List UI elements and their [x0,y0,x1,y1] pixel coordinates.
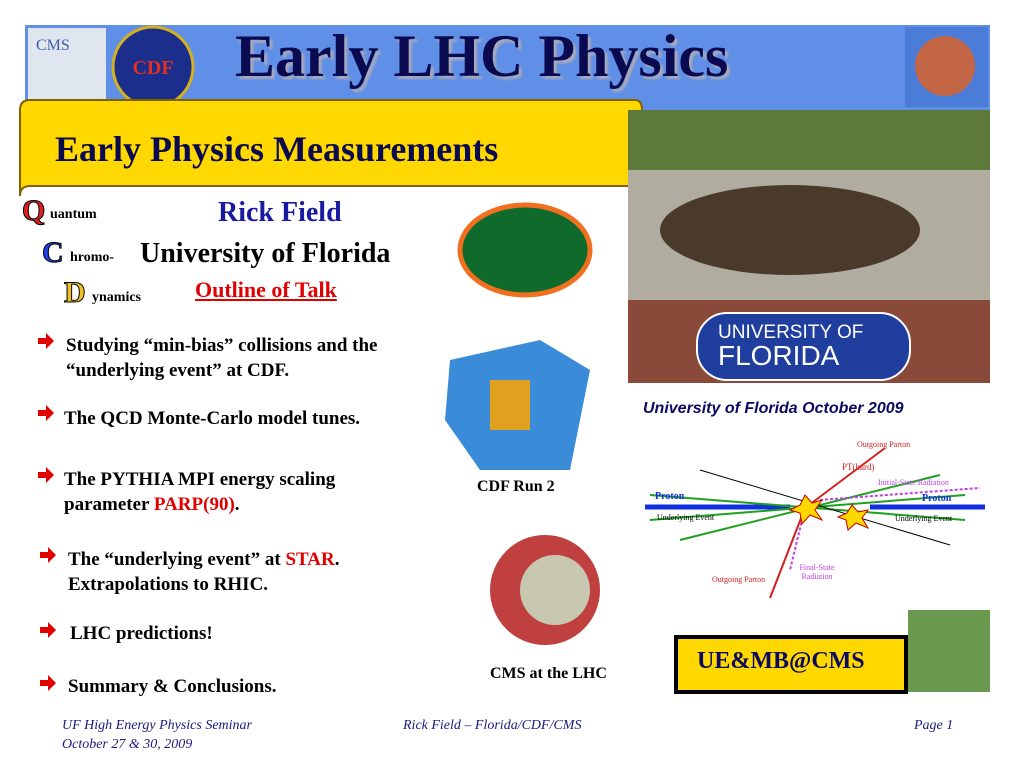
diagram-label: Proton [922,493,952,504]
bullet-highlight: STAR [285,549,335,570]
badge-box [674,635,908,694]
diagram-label: Outgoing Parton [857,440,911,449]
subtitle: Early Physics Measurements [55,129,499,169]
diagram-label: Underlying Event [657,513,715,522]
diagram-label: Outgoing Parton [712,575,766,584]
bullet-text: The “underlying event” at [68,549,286,570]
bullet-text: . [334,549,340,570]
bullet-text: The PYTHIA MPI energy scaling parameter [64,469,336,515]
cdf-caption: CDF Run 2 [477,478,555,495]
diagram-label: Proton [655,491,685,502]
cms-caption: CMS at the LHC [490,665,607,682]
collision-diagram [645,447,985,599]
bullet: Studying “min-bias” collisions and the “… [66,335,378,381]
cdf-logo-text: CDF [132,57,173,79]
bullet: The QCD Monte-Carlo model tunes. [64,408,361,429]
author-name: Rick Field [218,197,342,228]
diagram-label: Final-State Radiation [799,563,835,581]
uf-logo-shape [915,36,975,96]
photo-caption: University of Florida October 2009 [643,400,904,417]
qcd-chromo: hromo- [70,250,115,265]
uf-badge-line2: FLORIDA [718,340,840,371]
arrows [38,333,56,691]
affiliation: University of Florida [140,238,391,269]
photo-grass [628,110,990,170]
outline-link: Outline of Talk [195,277,337,302]
d-icon: D [64,276,86,309]
footer-seminar: UF High Energy Physics Seminar [62,718,252,733]
diagram-label: Initial-State Radiation [878,478,949,487]
uf-badge-line1: UNIVERSITY OF [718,322,864,343]
photo-gator [660,185,920,275]
bullet-highlight: PARP(90) [153,494,235,515]
qcd-icons: Q C D [22,194,87,310]
bullet-text: Extrapolations to RHIC. [68,574,269,595]
bullet: The “underlying event” at STAR. Extrapola… [68,547,339,597]
cms-detector [490,535,600,645]
bullet: The PYTHIA MPI energy scaling parameter … [64,467,404,517]
gator-logo [457,202,593,298]
footer-page: Page 1 [914,718,954,733]
bullet: Summary & Conclusions. [68,676,277,697]
c-icon: C [42,236,64,269]
title: Early LHC Physics [235,23,729,89]
diagram-label: PT(hard) [842,462,875,472]
diagram-label: Underlying Event [895,514,953,523]
uf-badge [696,312,911,381]
qcd-dynamics: ynamics [92,290,141,305]
cms-logo-text: CMS [36,37,70,54]
cms-logo [28,28,106,108]
footer-author: Rick Field – Florida/CDF/CMS [403,718,582,733]
q-icon: Q [22,194,45,227]
bullet-text: . [234,494,240,515]
bullet: LHC predictions! [70,623,213,644]
qcd-quantum: uantum [50,207,97,222]
badge: UE&MB@CMS [697,648,865,674]
mascot [908,610,990,692]
cdf-detector [445,340,590,470]
footer-date: October 27 & 30, 2009 [62,737,193,752]
